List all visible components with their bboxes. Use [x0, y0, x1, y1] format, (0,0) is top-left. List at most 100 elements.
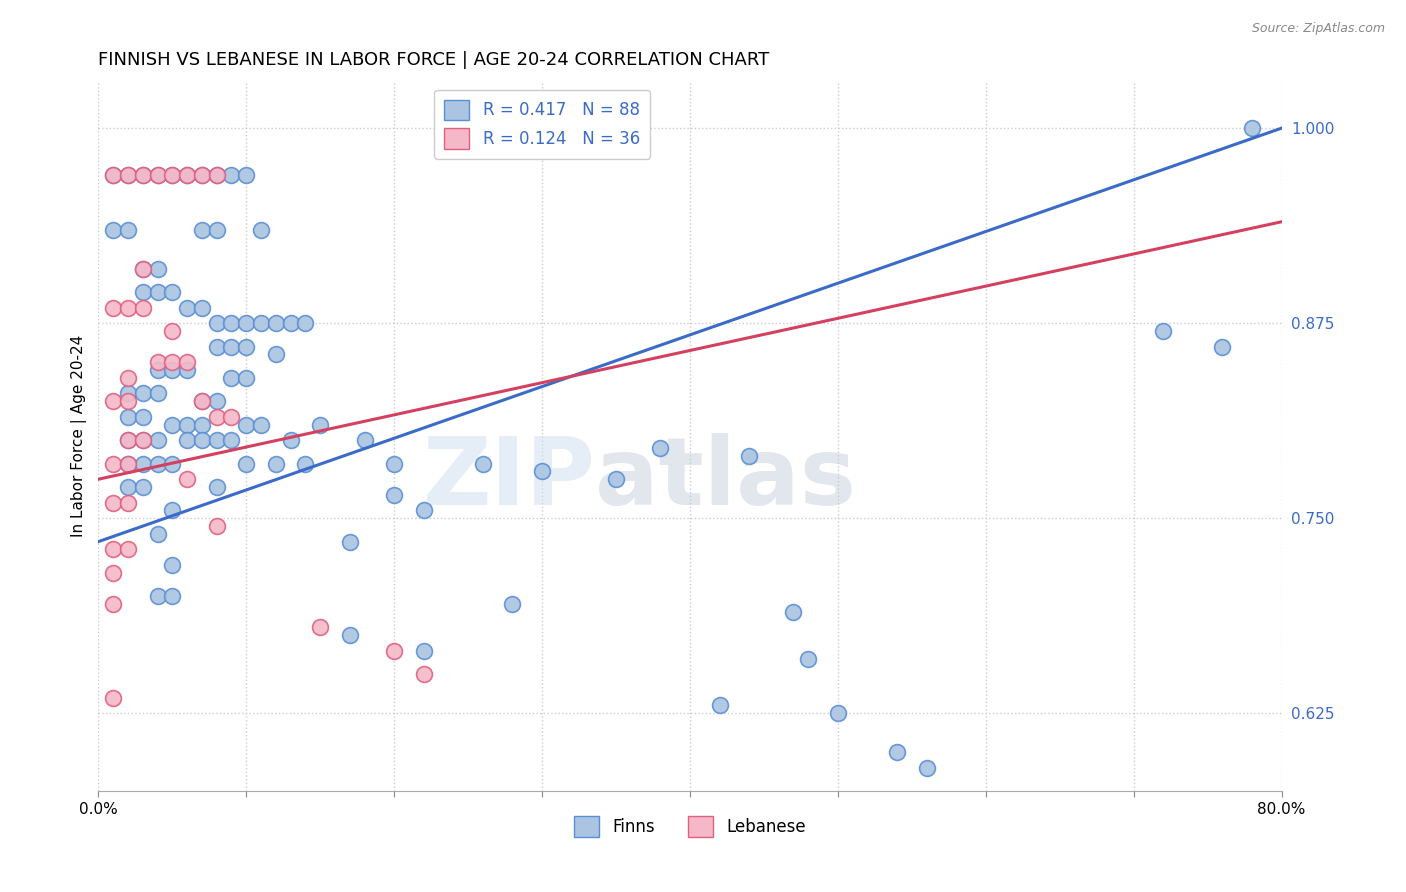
Point	[1240, 121, 1263, 136]
Point	[132, 480, 155, 494]
Point	[146, 526, 169, 541]
Point	[221, 168, 243, 182]
Point	[176, 301, 198, 315]
Text: Source: ZipAtlas.com: Source: ZipAtlas.com	[1251, 22, 1385, 36]
Point	[101, 168, 124, 182]
Point	[117, 168, 139, 182]
Point	[132, 386, 155, 401]
Point	[221, 340, 243, 354]
Point	[132, 301, 155, 315]
Legend: Finns, Lebanese: Finns, Lebanese	[567, 810, 813, 843]
Point	[309, 620, 332, 634]
Point	[205, 340, 228, 354]
Point	[605, 472, 627, 486]
Point	[205, 168, 228, 182]
Point	[176, 168, 198, 182]
Point	[117, 542, 139, 557]
Point	[101, 495, 124, 509]
Text: ZIP: ZIP	[422, 433, 595, 524]
Point	[101, 542, 124, 557]
Point	[117, 495, 139, 509]
Point	[309, 417, 332, 432]
Point	[146, 261, 169, 276]
Point	[162, 168, 184, 182]
Point	[117, 168, 139, 182]
Point	[132, 285, 155, 299]
Point	[146, 285, 169, 299]
Point	[191, 434, 214, 448]
Point	[471, 457, 494, 471]
Point	[101, 301, 124, 315]
Point	[132, 261, 155, 276]
Point	[412, 644, 434, 658]
Y-axis label: In Labor Force | Age 20-24: In Labor Force | Age 20-24	[72, 335, 87, 538]
Point	[205, 519, 228, 533]
Point	[101, 566, 124, 580]
Point	[162, 285, 184, 299]
Point	[162, 503, 184, 517]
Point	[117, 457, 139, 471]
Point	[191, 168, 214, 182]
Point	[176, 417, 198, 432]
Point	[191, 417, 214, 432]
Point	[221, 409, 243, 424]
Point	[797, 651, 820, 665]
Point	[1152, 324, 1174, 338]
Point	[221, 371, 243, 385]
Point	[191, 394, 214, 409]
Point	[205, 316, 228, 330]
Point	[221, 434, 243, 448]
Point	[146, 168, 169, 182]
Point	[205, 434, 228, 448]
Point	[162, 417, 184, 432]
Point	[235, 316, 257, 330]
Point	[250, 316, 273, 330]
Point	[205, 394, 228, 409]
Point	[250, 417, 273, 432]
Point	[162, 589, 184, 603]
Point	[280, 316, 302, 330]
Point	[117, 222, 139, 236]
Point	[827, 706, 849, 721]
Point	[162, 457, 184, 471]
Point	[412, 503, 434, 517]
Point	[176, 355, 198, 369]
Point	[191, 168, 214, 182]
Point	[162, 355, 184, 369]
Point	[191, 301, 214, 315]
Text: FINNISH VS LEBANESE IN LABOR FORCE | AGE 20-24 CORRELATION CHART: FINNISH VS LEBANESE IN LABOR FORCE | AGE…	[98, 51, 769, 69]
Point	[117, 371, 139, 385]
Point	[132, 261, 155, 276]
Point	[501, 597, 523, 611]
Point	[176, 363, 198, 377]
Point	[235, 457, 257, 471]
Point	[162, 324, 184, 338]
Point	[146, 434, 169, 448]
Point	[117, 457, 139, 471]
Point	[264, 347, 287, 361]
Point	[146, 589, 169, 603]
Point	[205, 222, 228, 236]
Point	[235, 168, 257, 182]
Point	[176, 472, 198, 486]
Point	[146, 457, 169, 471]
Point	[531, 464, 554, 478]
Point	[132, 434, 155, 448]
Point	[235, 417, 257, 432]
Point	[709, 698, 731, 713]
Point	[915, 761, 938, 775]
Point	[339, 534, 361, 549]
Point	[146, 386, 169, 401]
Point	[191, 394, 214, 409]
Point	[162, 168, 184, 182]
Point	[101, 597, 124, 611]
Point	[117, 409, 139, 424]
Point	[117, 386, 139, 401]
Point	[382, 644, 405, 658]
Point	[382, 488, 405, 502]
Point	[146, 363, 169, 377]
Point	[117, 434, 139, 448]
Point	[146, 355, 169, 369]
Point	[235, 340, 257, 354]
Point	[205, 168, 228, 182]
